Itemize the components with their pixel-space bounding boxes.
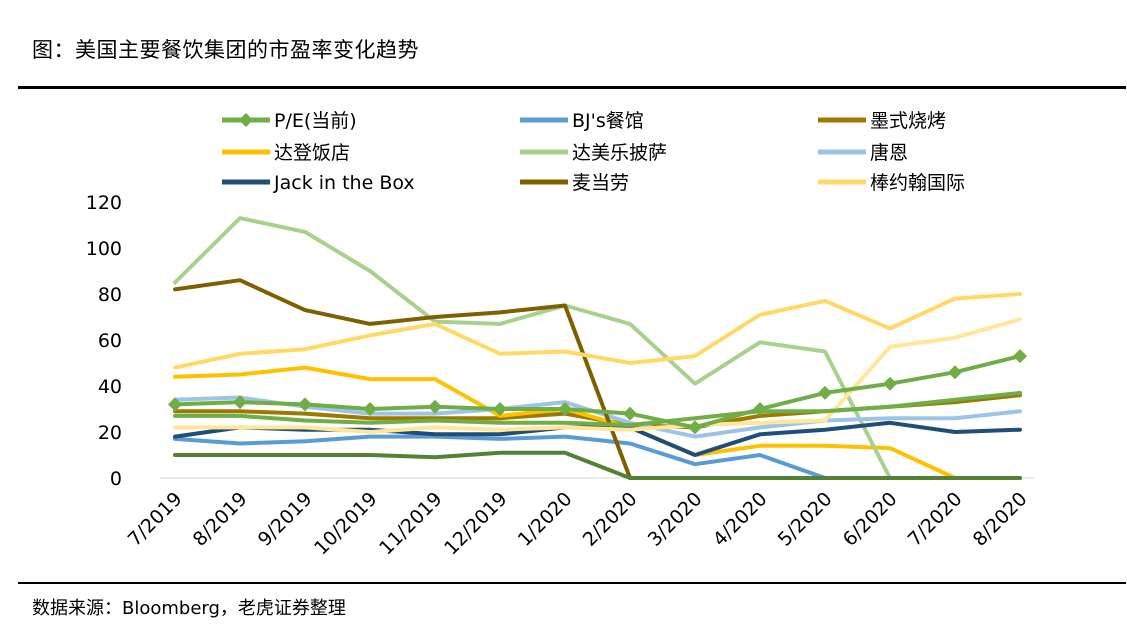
data-point-marker (818, 385, 832, 400)
series-line (173, 390, 1022, 428)
data-point-marker (428, 399, 442, 414)
data-point-marker (948, 365, 962, 380)
x-tick-label: 9/2019 (254, 488, 317, 551)
data-point-marker (1013, 349, 1027, 364)
legend-label: Jack in the Box (273, 172, 415, 194)
x-tick-label: 2/2020 (579, 488, 642, 551)
legend-marker (239, 113, 253, 127)
y-tick-label: 40 (98, 376, 122, 398)
series-line (173, 354, 1022, 430)
series-line (173, 292, 1022, 370)
x-tick-label: 7/2019 (124, 488, 187, 551)
bottom-rule (18, 582, 1126, 584)
series-line (173, 434, 1022, 480)
legend-label: 棒约翰国际 (870, 172, 965, 194)
x-tick-label: 7/2020 (904, 488, 967, 551)
x-tick-label: 10/2019 (310, 488, 381, 559)
legend-label: P/E(当前) (274, 110, 357, 132)
y-tick-label: 20 (98, 422, 122, 444)
series-line (173, 278, 632, 480)
x-tick-label: 8/2019 (189, 488, 252, 551)
legend-label: 达美乐披萨 (572, 142, 667, 164)
y-tick-label: 60 (98, 330, 122, 352)
data-point-marker (363, 402, 377, 416)
x-tick-label: 3/2020 (644, 488, 707, 551)
series-line (173, 317, 1022, 434)
x-tick-label: 11/2019 (375, 488, 446, 559)
data-point-marker (558, 402, 572, 416)
series-layer (168, 216, 1027, 480)
legend-label: 唐恩 (870, 142, 908, 164)
x-tick-label: 12/2019 (440, 488, 511, 559)
series-line (173, 216, 1022, 480)
y-tick-label: 80 (98, 284, 122, 306)
x-tick-label: 8/2020 (969, 488, 1032, 551)
source-note: 数据来源：Bloomberg，老虎证券整理 (32, 598, 346, 619)
series-line (173, 450, 1022, 480)
data-point-marker (623, 406, 637, 421)
data-point-marker (168, 397, 182, 412)
data-point-marker (233, 395, 247, 410)
data-point-marker (753, 402, 767, 416)
chart-title: 图：美国主要餐饮集团的市盈率变化趋势 (32, 38, 419, 62)
y-tick-label: 120 (86, 192, 122, 214)
legend-label: 达登饭店 (274, 142, 350, 164)
y-tick-label: 100 (86, 238, 122, 260)
series-line (173, 365, 1022, 480)
legend-label: 墨式烧烤 (870, 110, 946, 132)
x-tick-label: 1/2020 (514, 488, 577, 551)
legend-label: BJ's餐馆 (572, 110, 644, 132)
y-tick-label: 0 (110, 468, 122, 490)
data-point-marker (298, 397, 312, 412)
x-tick-label: 4/2020 (709, 488, 772, 551)
top-rule (18, 86, 1126, 89)
data-point-marker (883, 376, 897, 391)
x-tick-label: 6/2020 (839, 488, 902, 551)
legend-label: 麦当劳 (572, 172, 629, 194)
data-point-marker (493, 402, 507, 416)
data-point-marker (688, 420, 702, 435)
x-tick-label: 5/2020 (774, 488, 837, 551)
